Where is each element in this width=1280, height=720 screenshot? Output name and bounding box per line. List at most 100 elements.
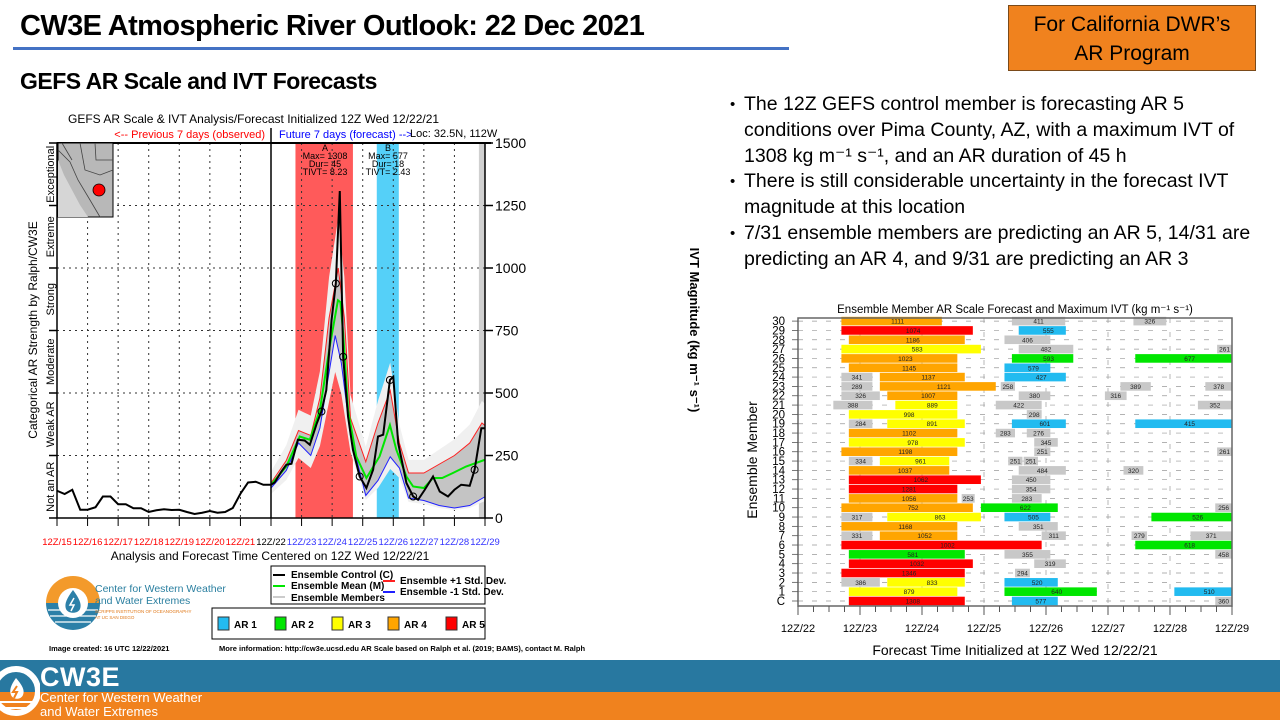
ar-category-label: Moderate: [45, 339, 57, 385]
member-label: 24: [772, 372, 785, 384]
x-tick-label: 12Z/15: [42, 537, 72, 548]
max-ivt-label: 1102: [902, 431, 916, 438]
max-ivt-label: 316: [1110, 393, 1121, 400]
ar-forecast-bar: [848, 559, 973, 568]
ar-forecast-bar: [848, 438, 965, 447]
ar-forecast-bar: [879, 382, 996, 391]
ar-forecast-bar: [1011, 596, 1058, 606]
ar-forecast-bar: [1135, 354, 1232, 363]
max-ivt-label: 520: [1032, 580, 1043, 587]
ar-forecast-bar: [1004, 335, 1051, 345]
ar-category-label: Exceptional: [45, 146, 57, 203]
member-label: 10: [772, 503, 785, 515]
member-label: 18: [772, 428, 785, 440]
max-ivt-label: 891: [927, 421, 938, 428]
footer-brand-name: CW3E: [40, 662, 121, 692]
ar-forecast-bar: [841, 316, 942, 326]
ar-forecast-bar: [1015, 568, 1030, 578]
member-label: 13: [772, 475, 785, 487]
location-marker-icon: [92, 183, 106, 197]
location-inset-map: [57, 142, 114, 218]
member-label: 2: [779, 577, 785, 589]
previous-days-label: <-- Previous 7 days (observed): [114, 129, 265, 141]
max-ivt-label: 406: [1022, 337, 1033, 344]
control-marker: [317, 407, 326, 416]
ar-forecast-bar: [848, 550, 965, 559]
max-ivt-label: 380: [1029, 393, 1040, 400]
max-ivt-label: 618: [1184, 543, 1195, 550]
max-ivt-label: 331: [851, 533, 862, 540]
ar-forecast-bar: [980, 503, 1058, 512]
ar-forecast-bar: [1190, 531, 1232, 540]
footer-band-orange: [0, 692, 1280, 720]
logo-text-line1: Center for Western Weather: [95, 583, 226, 595]
ar-forecast-bar: [1004, 363, 1051, 373]
ar-forecast-bar: [887, 512, 981, 522]
ar-forecast-bar: [848, 494, 958, 503]
ar-forecast-bar: [848, 466, 950, 475]
ar-forecast-bar: [1133, 316, 1167, 326]
member-label: 20: [772, 409, 785, 421]
ensemble-chart-title: Ensemble Member AR Scale Forecast and Ma…: [837, 304, 1193, 316]
ar-forecast-bar: [841, 372, 873, 382]
max-ivt-label: 253: [963, 496, 974, 503]
footer-band-blue: [0, 660, 1280, 692]
ar-forecast-bar: [1135, 540, 1232, 550]
max-ivt-label: 1056: [902, 496, 917, 503]
logo-text-line4: AT UC SAN DIEGO: [95, 615, 135, 620]
footer-logo-icon: [0, 666, 40, 716]
x-tick-label: 12Z/24: [905, 623, 939, 635]
ar-forecast-bar: [841, 522, 958, 531]
location-label: Loc: 32.5N, 112W: [410, 128, 498, 140]
max-ivt-label: 311: [1049, 533, 1060, 540]
member-label: 29: [772, 325, 785, 337]
ar-forecast-bar: [848, 363, 958, 373]
max-ivt-label: 450: [1026, 477, 1037, 484]
event-a-tivt: TIVT= 8.23: [303, 167, 348, 177]
ar-forecast-bar: [848, 410, 958, 419]
ar-forecast-bar: [1004, 372, 1066, 382]
max-ivt-label: 1002: [940, 543, 955, 550]
ar-forecast-bar: [841, 578, 880, 587]
ar-forecast-bar: [1034, 438, 1058, 447]
y-tick-label: 1250: [495, 198, 526, 214]
max-ivt-label: 1007: [921, 393, 936, 400]
x-tick-label: 12Z/29: [470, 537, 500, 548]
event-b-tivt: TIVT= 2.43: [366, 167, 411, 177]
legend-minus-std-label: Ensemble -1 Std. Dev.: [400, 587, 504, 598]
ar-forecast-bar: [848, 419, 873, 429]
ar-forecast-bar: [841, 391, 880, 401]
member-label: 17: [772, 437, 785, 449]
ar-scale-legend: [211, 607, 486, 640]
ar-forecast-bar: [848, 587, 958, 596]
max-ivt-label: 510: [1204, 589, 1215, 596]
ar-forecast-bar: [1011, 475, 1051, 485]
ar-forecast-bar: [833, 400, 873, 410]
max-ivt-label: 251: [1025, 459, 1036, 466]
ar-forecast-bar: [887, 578, 965, 587]
max-ivt-label: 889: [927, 403, 938, 410]
control-marker: [339, 352, 348, 361]
ar-forecast-bar: [1135, 419, 1232, 429]
x-tick-label: 12Z/17: [103, 537, 133, 548]
max-ivt-label: 258: [1002, 384, 1013, 391]
member-label: 25: [772, 363, 785, 375]
y-tick-label: 1500: [495, 135, 526, 151]
legend-ar1-label: AR 1: [234, 620, 257, 631]
max-ivt-label: 622: [1020, 505, 1031, 512]
max-ivt-label: 351: [1033, 524, 1044, 531]
max-ivt-label: 319: [1045, 561, 1056, 568]
legend-mean-label: Ensemble Mean (M): [291, 581, 384, 592]
ar-forecast-bar: [841, 540, 1042, 550]
ar-forecast-bar: [1217, 447, 1232, 457]
logo-text-line3: SCRIPPS INSTITUTION OF OCEANOGRAPHY: [95, 609, 192, 614]
y-axis-left-title: Categorical AR Strength by Ralph/CW3E: [26, 221, 40, 438]
max-ivt-label: 317: [851, 515, 862, 522]
ensemble-x-axis-title: Forecast Time Initialized at 12Z Wed 12/…: [872, 642, 1158, 658]
y-tick-label: 0: [495, 510, 503, 526]
member-label: 12: [772, 484, 785, 496]
program-badge: For California DWR’s AR Program: [1008, 5, 1256, 71]
x-tick-label: 12Z/25: [967, 623, 1001, 635]
ar-forecast-bar: [1018, 391, 1051, 401]
max-ivt-label: 341: [851, 375, 862, 382]
